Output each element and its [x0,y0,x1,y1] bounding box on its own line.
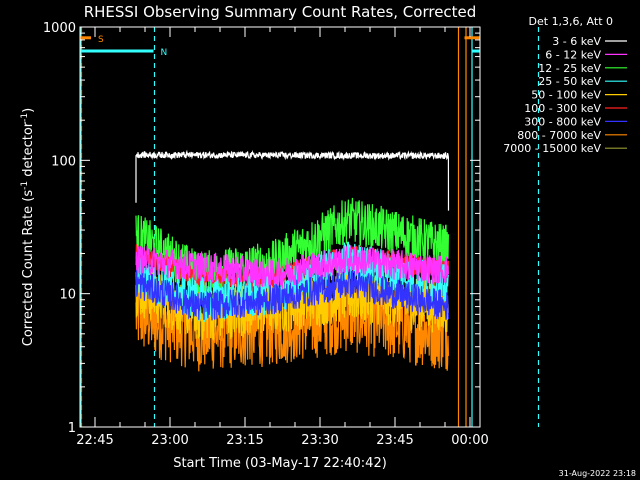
plot-frame [79,26,481,428]
flag-label: N [161,48,168,58]
x-tick-label: 23:30 [301,433,338,448]
legend-header: Det 1,3,6, Att 0 [529,15,613,28]
flag-label: S [98,35,104,45]
x-tick-label: 23:15 [226,433,263,448]
legend-label: 300 - 800 keV [524,115,601,128]
flag-and-boundary-lines: SN [80,27,540,427]
legend-label: 50 - 100 keV [531,89,601,102]
x-tick-label: 23:00 [151,433,188,448]
series-layer [135,149,450,372]
series-line [135,245,449,290]
legend-label: 3 - 6 keV [552,35,601,48]
chart-title: RHESSI Observing Summary Count Rates, Co… [84,3,477,21]
y-tick-label: 100 [51,154,76,169]
x-axis: 22:45 23:00 23:15 23:30 23:45 00:00 [76,27,489,448]
y-tick-label: 10 [59,288,76,303]
legend-label: 12 - 25 keV [538,62,601,75]
series-line [135,149,450,211]
date-stamp: 31-Aug-2022 23:18 [559,469,636,478]
legend-label: 6 - 12 keV [545,48,601,61]
x-tick-label: 00:00 [451,433,488,448]
legend-label: 25 - 50 keV [538,75,601,88]
y-tick-label: 1000 [43,21,76,36]
y-axis-label: Corrected Count Rate (s-1 detector-1) [20,108,36,346]
y-tick-label: 1 [68,421,76,436]
x-tick-label: 23:45 [376,433,413,448]
legend-label: 800 - 7000 keV [517,129,601,142]
x-axis-label: Start Time (03-May-17 22:40:42) [173,456,387,471]
y-axis: 1 10 100 1000 [43,21,480,436]
series-line [135,269,449,321]
legend-label: 100 - 300 keV [524,102,601,115]
x-tick-label: 22:45 [76,433,113,448]
legend-label: 7000 - 15000 keV [503,142,601,155]
